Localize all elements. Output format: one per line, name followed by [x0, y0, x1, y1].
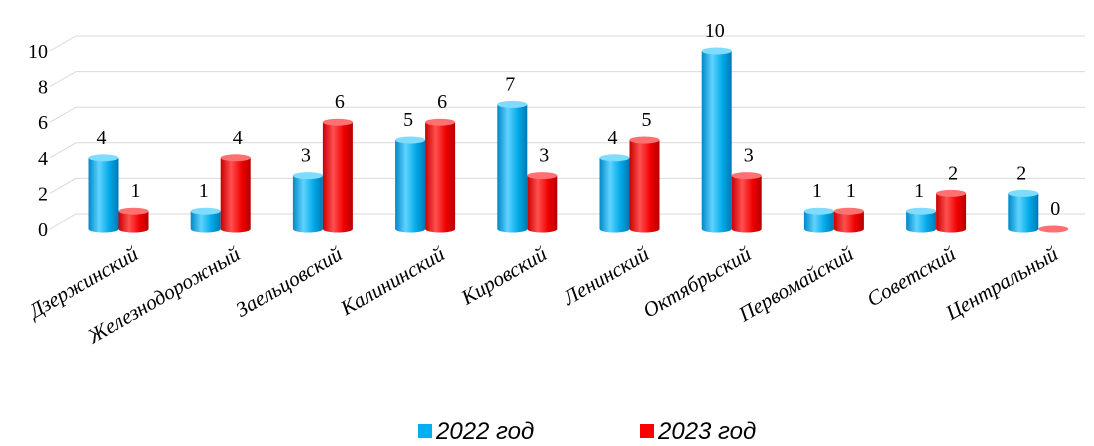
data-label: 1: [914, 180, 924, 202]
gridline: [49, 35, 1085, 52]
series-2022-bar: [395, 136, 426, 233]
x-axis-label: Центральный: [941, 241, 1062, 325]
legend-item: 2023 год: [640, 418, 756, 445]
data-label: 3: [301, 145, 311, 167]
bars: [88, 47, 1069, 233]
y-tick-label: 4: [38, 148, 48, 170]
series-2022-bar: [906, 207, 937, 233]
series-2023-bar: [527, 172, 558, 233]
legend-swatch: [418, 424, 432, 438]
data-label: 5: [403, 109, 413, 131]
x-axis-label: Кировский: [456, 241, 551, 310]
series-2022-bar: [599, 154, 630, 233]
legend-item: 2022 год: [418, 418, 534, 445]
series-2023-bar: [629, 136, 660, 233]
series-2023-bar: [322, 118, 353, 233]
data-label: 3: [744, 145, 754, 167]
series-2023-bar: [731, 172, 762, 233]
legend-label: 2022 год: [435, 418, 534, 445]
data-label: 4: [608, 127, 618, 149]
data-label: 1: [199, 180, 209, 202]
data-label: 4: [233, 127, 243, 149]
series-2022-bar: [701, 47, 732, 233]
series-2022-bar: [190, 207, 221, 233]
data-label: 10: [705, 20, 725, 42]
data-labels: 4 1 1 4 3 6 5 6 7 3 4 5 10 3 1 1 1 2 2 0: [97, 20, 1061, 220]
data-label: 7: [505, 73, 515, 95]
series-2023-bar: [1038, 225, 1069, 233]
series-2023-bar: [936, 189, 967, 233]
x-axis-labels: ДзержинскийЖелезнодорожныйЗаельцовскийКа…: [23, 241, 1062, 348]
data-label: 6: [437, 91, 447, 113]
legend-swatch: [640, 424, 654, 438]
data-label: 6: [335, 91, 345, 113]
y-tick-label: 10: [28, 41, 48, 63]
data-label: 2: [948, 162, 958, 184]
x-axis-label: Ленинский: [558, 241, 654, 310]
legend: 2022 год 2023 год: [418, 418, 756, 445]
series-2022-bar: [88, 154, 119, 233]
series-2022-bar: [497, 100, 528, 233]
series-2023-bar: [833, 207, 864, 233]
data-label: 1: [846, 180, 856, 202]
y-tick-label: 2: [38, 183, 48, 205]
x-axis-label: Заельцовский: [232, 241, 347, 321]
series-2022-bar: [803, 207, 834, 233]
data-label: 1: [812, 180, 822, 202]
data-label: 5: [642, 109, 652, 131]
x-axis-label: Калининский: [336, 241, 449, 320]
y-tick-label: 0: [38, 219, 48, 241]
data-label: 4: [97, 127, 107, 149]
series-2022-bar: [1008, 189, 1039, 233]
series-2022-bar: [292, 172, 323, 233]
y-tick-label: 6: [38, 112, 48, 134]
series-2023-bar: [118, 207, 149, 233]
gridline: [49, 106, 1085, 123]
data-label: 3: [539, 145, 549, 167]
y-tick-label: 8: [38, 77, 48, 99]
gridline: [49, 142, 1085, 159]
series-2023-bar: [220, 154, 251, 233]
data-label: 2: [1016, 162, 1026, 184]
gridline: [49, 71, 1085, 88]
series-2023-bar: [425, 118, 456, 233]
y-axis-ticks: 0 2 4 6 8 10: [28, 41, 48, 241]
data-label: 1: [131, 180, 141, 202]
data-label: 0: [1050, 198, 1060, 220]
legend-label: 2023 год: [657, 418, 756, 445]
x-axis-label: Первомайский: [734, 241, 858, 327]
